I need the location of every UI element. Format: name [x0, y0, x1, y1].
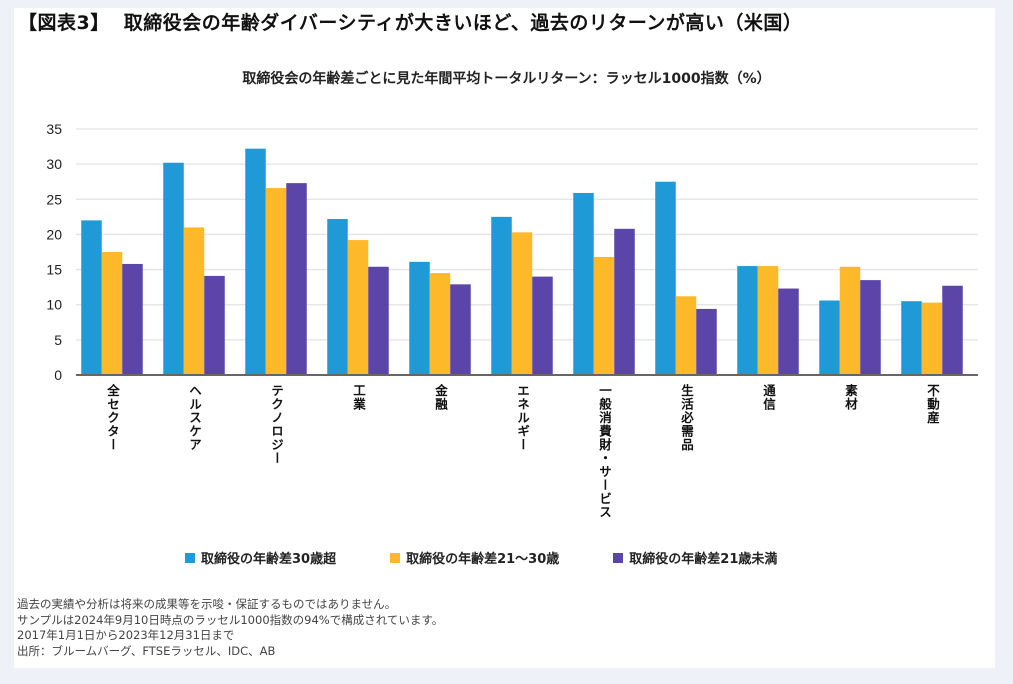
bar — [593, 256, 615, 375]
bar — [614, 228, 635, 375]
bar — [409, 261, 430, 375]
bar — [368, 266, 389, 375]
bar — [265, 188, 287, 375]
legend-label: 取締役の年齢差21歳未満 — [629, 552, 778, 567]
bar — [183, 227, 205, 375]
x-tick-label: 工業 — [351, 384, 366, 411]
legend-item: 取締役の年齢差21歳未満 — [613, 548, 777, 567]
x-tick-label: テクノロジー — [269, 384, 284, 465]
bar — [101, 252, 123, 375]
bar — [429, 273, 451, 375]
y-axis-ticks: 0 5 10 15 20 25 30 35 — [46, 121, 62, 383]
x-tick-label: 全セクター — [105, 384, 120, 452]
bar — [860, 280, 881, 375]
bar — [204, 275, 225, 375]
x-tick-label: 一般消費財・サービス — [597, 384, 612, 519]
bar — [655, 181, 676, 375]
x-tick-label: 通信 — [761, 384, 776, 411]
x-tick-label: 不動産 — [925, 384, 940, 425]
footnote-period: 2017年1月1日から2023年12月31日まで — [17, 628, 235, 642]
legend-item: 取締役の年齢差30歳超 — [185, 548, 336, 567]
x-tick-label: エネルギー — [515, 384, 530, 452]
bar — [737, 266, 758, 375]
legend-swatch-icon — [613, 552, 624, 563]
bar — [347, 240, 369, 375]
x-tick-label: 生活必需品 — [679, 384, 694, 452]
bar — [450, 284, 471, 375]
bar — [511, 232, 533, 375]
bar — [839, 266, 861, 375]
y-tick-label: 10 — [46, 297, 62, 313]
y-tick-label: 25 — [46, 191, 62, 207]
footnote-sample: サンプルは2024年9月10日時点のラッセル1000指数の94%で構成されていま… — [17, 612, 444, 627]
bar — [491, 216, 512, 375]
bar — [81, 220, 102, 375]
figure-title: 【図表3】 取締役会の年齢ダイバーシティが大きいほど、過去のリターンが高い（米国） — [18, 8, 802, 35]
bar — [163, 162, 184, 375]
legend-swatch-icon — [390, 552, 401, 563]
bars — [81, 148, 963, 375]
bar — [921, 302, 943, 375]
footnotes: 過去の実績や分析は将来の成果等を示唆・保証するものではありません。 サンプルは2… — [17, 597, 443, 659]
bar — [532, 276, 553, 375]
x-tick-label: 金融 — [433, 384, 448, 411]
bar — [573, 192, 594, 375]
bar — [819, 300, 840, 375]
x-tick-label: ヘルスケア — [187, 384, 202, 452]
y-tick-label: 30 — [46, 156, 62, 172]
y-tick-label: 15 — [46, 262, 62, 278]
bar — [778, 288, 799, 375]
y-tick-label: 20 — [46, 226, 62, 242]
bar — [327, 218, 348, 375]
footnote-disclaimer: 過去の実績や分析は将来の成果等を示唆・保証するものではありません。 — [17, 597, 397, 611]
chart-title: 取締役会の年齢差ごとに見た年間平均トータルリターン：ラッセル1000指数（%） — [242, 71, 771, 87]
figure-title-text: 取締役会の年齢ダイバーシティが大きいほど、過去のリターンが高い（米国） — [123, 12, 803, 34]
bar — [245, 148, 266, 375]
bar — [901, 301, 922, 375]
bar — [696, 308, 717, 375]
y-tick-label: 35 — [46, 121, 62, 137]
legend: 取締役の年齢差30歳超 取締役の年齢差21～30歳 取締役の年齢差21歳未満 — [185, 548, 777, 567]
y-tick-label: 0 — [54, 367, 62, 383]
legend-label: 取締役の年齢差21～30歳 — [406, 552, 560, 567]
bar — [942, 285, 963, 375]
bar — [286, 183, 307, 375]
bar — [675, 296, 697, 375]
legend-label: 取締役の年齢差30歳超 — [201, 552, 337, 567]
bar — [757, 266, 779, 375]
y-tick-label: 5 — [54, 332, 62, 348]
bar — [122, 263, 143, 375]
legend-item: 取締役の年齢差21～30歳 — [390, 548, 559, 567]
x-tick-label: 素材 — [843, 384, 858, 411]
figure-tag: 【図表3】 — [18, 12, 110, 34]
legend-swatch-icon — [185, 552, 195, 563]
footnote-source: 出所：ブルームバーグ、FTSEラッセル、IDC、AB — [17, 643, 276, 658]
